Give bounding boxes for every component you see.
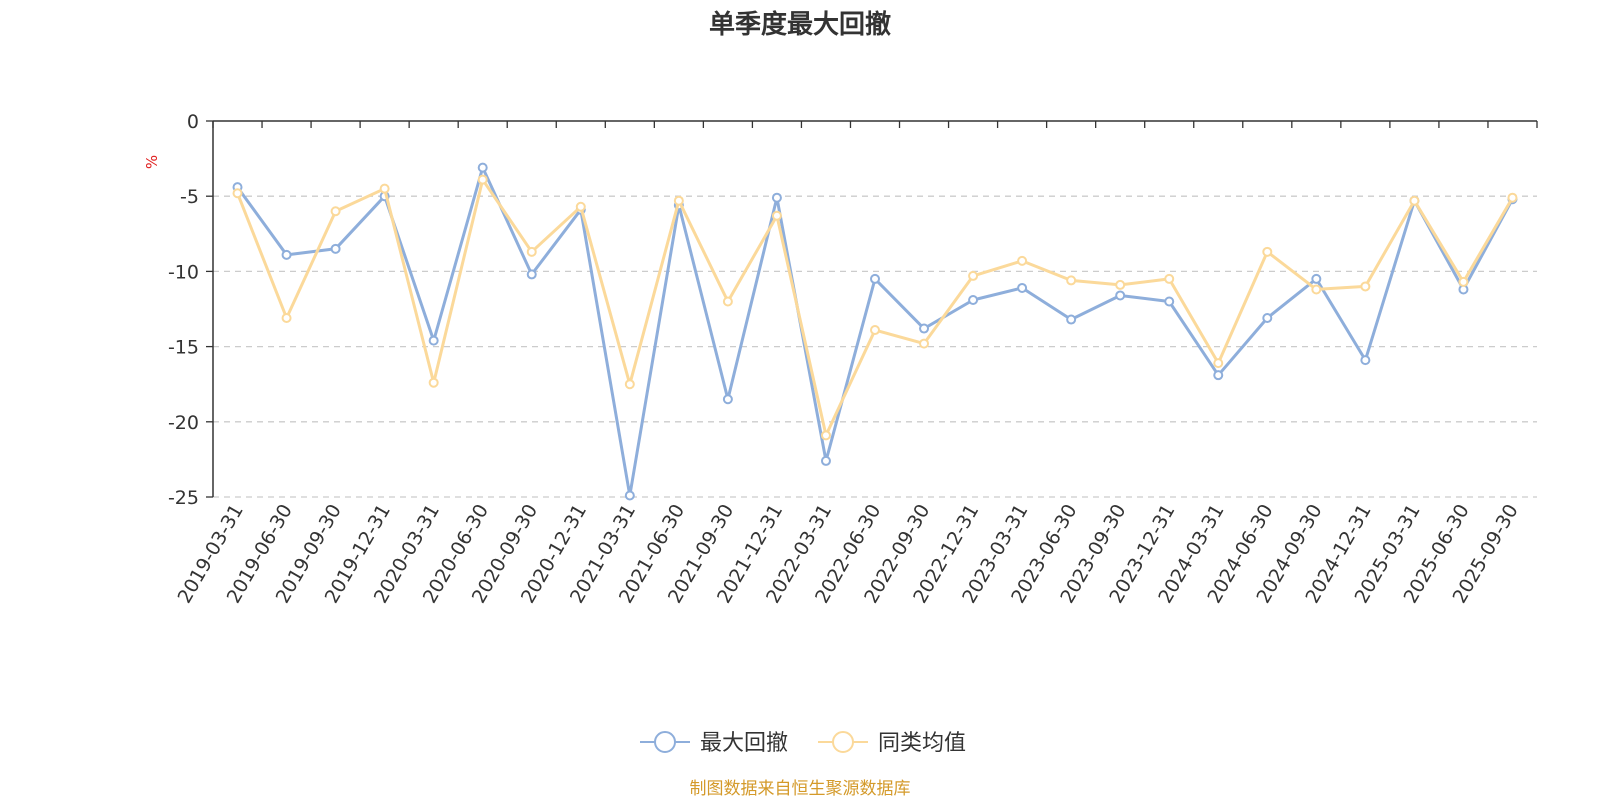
data-point [330,243,341,254]
data-point [722,296,733,307]
data-point [820,455,831,466]
data-point [624,490,635,501]
y-tick-label: -25 [168,487,199,509]
x-axis-ticks: 2019-03-312019-06-302019-09-302019-12-31… [174,501,1523,608]
legend-item-2: 同类均值 [818,731,966,756]
legend: 最大回撤 同类均值 [640,731,966,756]
data-point [1066,314,1077,325]
data-point [526,246,537,257]
axes [212,120,1538,497]
data-point [232,188,243,199]
y-tick-label: -20 [168,412,199,434]
legend-marker [832,731,854,753]
data-point [1360,355,1371,366]
data-point [281,249,292,260]
data-point [281,313,292,324]
data-point [330,206,341,217]
data-point [1164,273,1175,284]
data-point [1360,281,1371,292]
data-point [968,294,979,305]
source-note: 制图数据来自恒生聚源数据库 [690,779,911,799]
data-point [771,210,782,221]
series-layer [232,162,1518,501]
y-axis-ticks: 0 -5 -10 -15 -20 -25 [168,111,213,509]
data-point [771,192,782,203]
legend-item-1: 最大回撤 [640,731,788,756]
data-point [870,273,880,284]
data-point [575,201,586,212]
data-point [624,379,635,390]
y-tick-label: -15 [168,337,199,359]
y-tick-label: -5 [180,186,199,208]
data-point [1213,370,1224,381]
data-point [1115,279,1126,290]
legend-marker [654,731,676,753]
data-point [1066,275,1077,286]
y-tick-label: 0 [187,111,199,133]
legend-label: 同类均值 [878,731,966,756]
grid-lines [213,195,1537,498]
chart-title: 单季度最大回撤 [709,9,891,40]
data-point [722,394,733,405]
y-axis-unit: % [143,155,161,169]
data-point [379,183,390,194]
data-point [1262,313,1273,324]
data-point [477,174,488,185]
data-point [1311,273,1322,284]
data-point [526,269,537,280]
data-point [820,430,831,441]
data-point [1017,255,1028,266]
data-point [1213,358,1224,369]
data-point [870,325,880,336]
series-2 [232,174,1518,441]
series-line [236,178,1514,437]
data-point [428,377,439,388]
data-point [1458,276,1469,287]
data-point [968,270,979,281]
data-point [1164,296,1175,307]
data-point [919,338,930,349]
data-point [428,335,439,346]
data-point [477,162,488,173]
data-point [1262,246,1273,257]
data-point [1311,284,1322,295]
legend-label: 最大回撤 [700,731,788,756]
y-tick-label: -10 [168,261,199,283]
data-point [1507,192,1518,203]
data-point [919,323,930,334]
data-point [1409,195,1420,206]
data-point [1115,290,1126,301]
data-point [673,195,684,206]
data-point [1017,282,1028,293]
